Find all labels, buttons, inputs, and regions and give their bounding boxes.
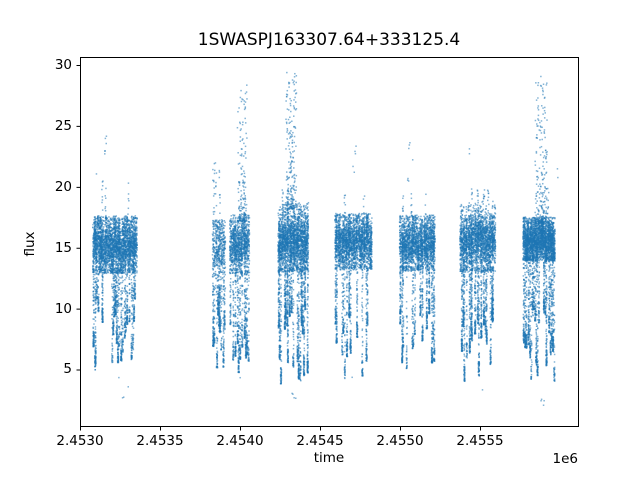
y-tick-label: 10 (54, 300, 72, 317)
x-tick-label: 2.4555 (456, 433, 504, 449)
x-tick-label: 2.4530 (56, 433, 104, 449)
y-tick-label: 15 (54, 239, 72, 256)
y-tick-label: 30 (54, 57, 72, 74)
chart-title: 1SWASPJ163307.64+333125.4 (197, 30, 461, 50)
y-tick-label: 20 (54, 178, 72, 195)
x-axis-label: time (313, 450, 345, 466)
x-tick-label: 2.4550 (376, 433, 424, 449)
x-tick-label: 2.4540 (216, 433, 264, 449)
y-tick-label: 5 (63, 361, 72, 378)
x-tick-label: 2.4535 (136, 433, 184, 449)
y-tick-label: 25 (54, 117, 72, 134)
x-tick-label: 2.4545 (296, 433, 344, 449)
x-axis-offset-label: 1e6 (552, 451, 578, 467)
